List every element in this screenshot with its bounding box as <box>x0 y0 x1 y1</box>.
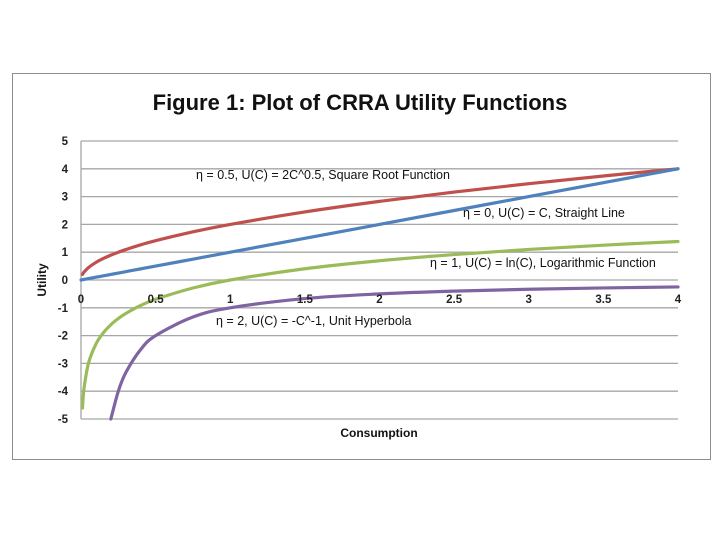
x-axis-label: Consumption <box>340 426 417 440</box>
x-tick-label: 2 <box>376 294 382 306</box>
chart-title: Figure 1: Plot of CRRA Utility Functions <box>152 90 568 115</box>
x-tick-label: 0 <box>78 294 84 306</box>
x-tick-label: 3.5 <box>595 294 612 306</box>
y-tick-label: 4 <box>62 164 69 176</box>
chart-frame <box>12 73 711 460</box>
x-tick-label: 1.5 <box>297 294 314 306</box>
series-line-eta-0_5 <box>80 167 680 277</box>
y-tick-label: -2 <box>58 331 68 343</box>
annotation-linear: η = 0, U(C) = C, Straight Line <box>463 206 625 220</box>
series-line-eta-2 <box>109 285 680 421</box>
y-tick-label: -4 <box>58 386 69 398</box>
annotation-sqrt: η = 0.5, U(C) = 2C^0.5, Square Root Func… <box>196 168 450 182</box>
y-axis-label: Utility <box>35 263 49 297</box>
series-line-eta-0 <box>79 167 680 282</box>
x-tick-label: 0.5 <box>148 294 165 306</box>
x-tick-label: 4 <box>675 294 682 306</box>
y-tick-label: 1 <box>62 247 69 259</box>
y-tick-label: -1 <box>58 303 69 315</box>
y-tick-label: 5 <box>62 136 69 148</box>
y-tick-label: -5 <box>58 414 69 426</box>
x-tick-label: 2.5 <box>446 294 463 306</box>
x-tick-label: 3 <box>526 294 532 306</box>
annotation-hyperbola: η = 2, U(C) = -C^-1, Unit Hyperbola <box>216 314 412 328</box>
x-tick-label: 1 <box>227 294 234 306</box>
y-tick-label: 2 <box>62 219 68 231</box>
y-tick-label: 3 <box>62 192 68 204</box>
annotation-log: η = 1, U(C) = ln(C), Logarithmic Functio… <box>430 256 656 270</box>
series-line-eta-1 <box>80 239 680 410</box>
y-tick-label: 0 <box>62 275 68 287</box>
y-tick-label: -3 <box>58 358 68 370</box>
